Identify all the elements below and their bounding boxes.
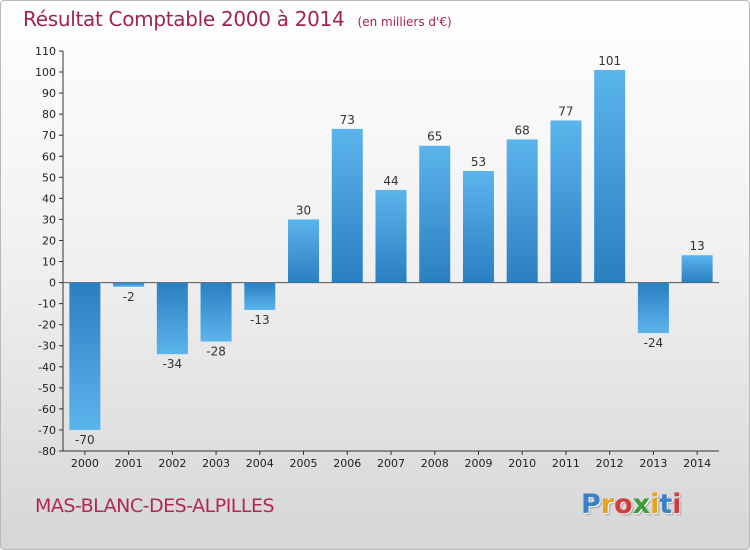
data-label-2006: 73 (340, 113, 355, 127)
chart-unit: (en milliers d'€) (357, 15, 452, 29)
y-tick-label: -30 (38, 340, 56, 353)
y-tick-label: -40 (38, 361, 56, 374)
bar-2004 (244, 282, 276, 310)
x-tick-label: 2008 (421, 457, 449, 470)
logo-letter: r (600, 489, 615, 520)
bar-2008 (419, 145, 451, 283)
y-tick-label: 10 (42, 256, 56, 269)
bar-2011 (550, 120, 582, 283)
y-tick-label: 0 (49, 277, 56, 290)
y-tick-label: 110 (35, 45, 56, 58)
y-tick-label: 90 (42, 87, 56, 100)
logo-letter: P (581, 489, 601, 520)
x-tick-label: 2014 (683, 457, 711, 470)
commune-name: MAS-BLANC-DES-ALPILLES (35, 495, 275, 517)
bar-2012 (594, 69, 626, 283)
data-label-2005: 30 (296, 203, 311, 217)
y-tick-label: -20 (38, 319, 56, 332)
bar-2009 (462, 171, 494, 283)
y-tick-label: 60 (42, 150, 56, 163)
data-labels: -70 -2 -34 -28 -13 30 73 44 65 53 68 77 101 -24 13 (75, 54, 705, 447)
x-tick-label: 2005 (290, 457, 318, 470)
x-tick-label: 2011 (552, 457, 580, 470)
axes: -80 -70 -60 -50 -40 -30 -20 -10 0 10 20 30 40 50 60 70 8… (35, 45, 719, 470)
data-label-2012: 101 (598, 54, 621, 68)
bar-2013 (637, 282, 669, 334)
data-label-2014: 13 (689, 239, 704, 253)
x-tick-label: 2000 (71, 457, 99, 470)
x-tick-label: 2006 (333, 457, 361, 470)
y-tick-label: 80 (42, 108, 56, 121)
bar-2000 (69, 282, 101, 430)
logo-letter: i (650, 489, 660, 520)
bar-2003 (200, 282, 232, 342)
bar-2006 (331, 128, 363, 283)
data-label-2003: -28 (206, 345, 226, 359)
chart-title: Résultat Comptable 2000 à 2014 (23, 7, 345, 31)
y-tick-label: -60 (38, 403, 56, 416)
data-label-2004: -13 (250, 313, 270, 327)
y-tick-label: 30 (42, 213, 56, 226)
x-tick-label: 2004 (246, 457, 274, 470)
bar-2002 (156, 282, 188, 355)
x-tick-label: 2009 (464, 457, 492, 470)
x-tick-label: 2013 (639, 457, 667, 470)
y-tick-label: 70 (42, 129, 56, 142)
data-label-2008: 65 (427, 130, 442, 144)
y-tick-label: -70 (38, 424, 56, 437)
x-tick-label: 2007 (377, 457, 405, 470)
data-label-2007: 44 (383, 174, 398, 188)
logo-letter: o (614, 489, 633, 520)
x-tick-label: 2002 (158, 457, 186, 470)
bar-2007 (375, 189, 407, 283)
proxiti-logo: Proxiti (581, 489, 682, 520)
logo-letter: t (659, 489, 673, 520)
y-tick-label: -10 (38, 298, 56, 311)
bar-2014 (681, 255, 713, 283)
data-label-2002: -34 (163, 357, 183, 371)
bar-2005 (288, 219, 320, 283)
data-label-2009: 53 (471, 155, 486, 169)
bars (69, 69, 713, 430)
data-label-2001: -2 (123, 290, 135, 304)
x-tick-label: 2012 (596, 457, 624, 470)
y-tick-label: 50 (42, 171, 56, 184)
data-label-2011: 77 (558, 104, 573, 118)
y-tick-label: 100 (35, 66, 56, 79)
y-tick-label: -80 (38, 445, 56, 458)
x-tick-label: 2010 (508, 457, 536, 470)
data-label-2013: -24 (644, 336, 664, 350)
data-label-2010: 68 (515, 123, 530, 137)
x-tick-label: 2001 (115, 457, 143, 470)
y-tick-label: 40 (42, 192, 56, 205)
bar-2010 (506, 139, 538, 283)
x-tick-label: 2003 (202, 457, 230, 470)
logo-letter: i (672, 489, 682, 520)
data-label-2000: -70 (75, 433, 95, 447)
y-tick-label: 20 (42, 234, 56, 247)
logo-letter: x (632, 489, 651, 520)
y-tick-label: -50 (38, 382, 56, 395)
title-block: Résultat Comptable 2000 à 2014 (en milli… (23, 7, 452, 31)
bar-2001 (113, 282, 145, 287)
